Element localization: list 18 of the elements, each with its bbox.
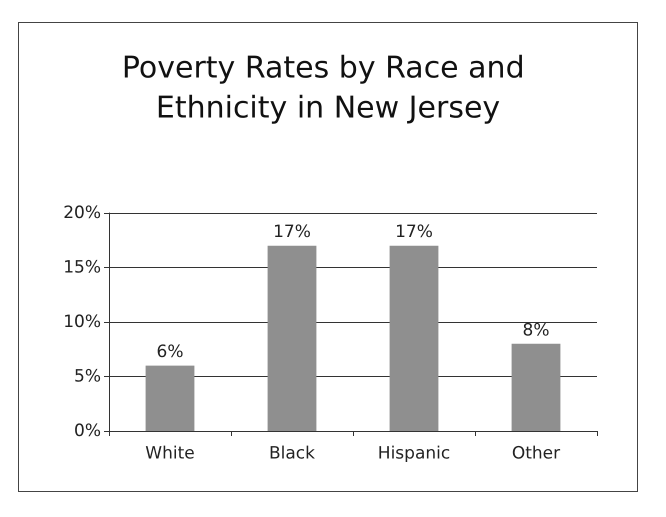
- y-tick-label: 15%: [63, 258, 101, 278]
- bar: [390, 246, 438, 431]
- x-tick-label: Black: [269, 444, 316, 464]
- x-tick-label: Other: [512, 444, 560, 464]
- data-label: 8%: [522, 320, 550, 340]
- data-label: 17%: [273, 222, 311, 242]
- bar: [512, 344, 560, 431]
- data-label: 6%: [156, 342, 184, 362]
- y-tick-label: 20%: [63, 203, 101, 223]
- y-tick-label: 5%: [74, 366, 101, 386]
- x-tick-label: Hispanic: [378, 444, 450, 464]
- data-label: 17%: [395, 222, 433, 242]
- x-tick-label: White: [145, 444, 195, 464]
- y-tick-label: 0%: [74, 421, 101, 441]
- y-tick-label: 10%: [63, 312, 101, 332]
- bar: [146, 366, 194, 431]
- bar: [268, 246, 316, 431]
- chart-title: Poverty Rates by Race and Ethnicity in New Jersey: [122, 50, 534, 126]
